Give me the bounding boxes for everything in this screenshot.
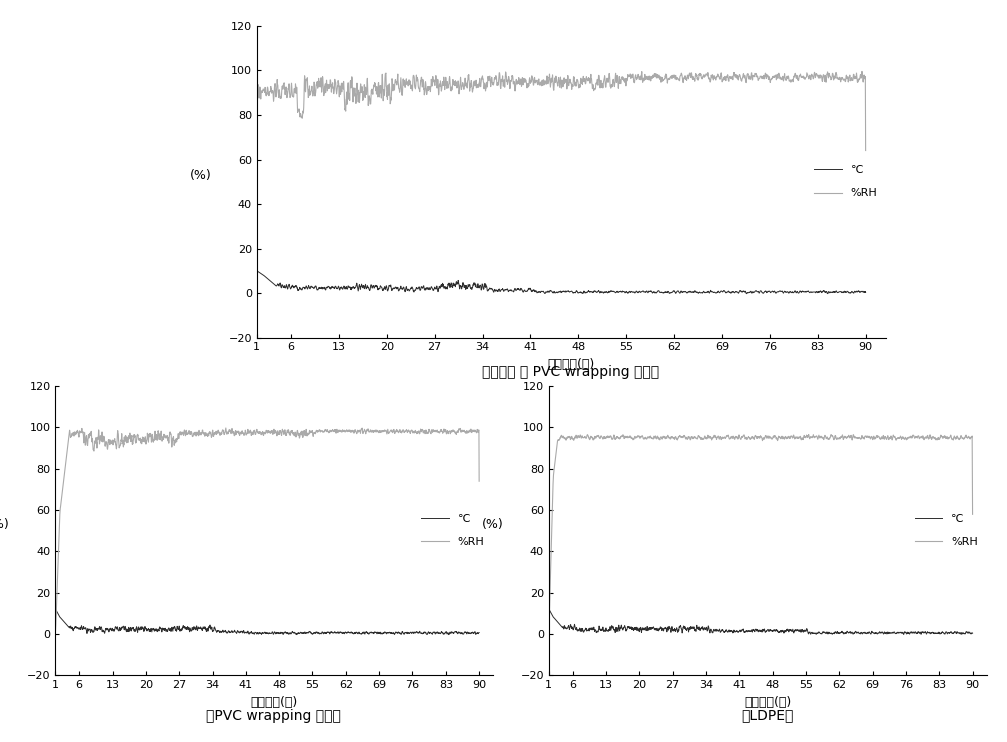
- %RH: [749, 432, 761, 441]
- %RH: [730, 70, 742, 79]
- ℃: [822, 289, 834, 298]
- %RH: [282, 86, 294, 95]
- ℃: [461, 628, 473, 637]
- ℃: [543, 617, 555, 626]
- ℃: [49, 617, 61, 626]
- %RH: [461, 427, 473, 436]
- ℃: [967, 628, 979, 637]
- %RH: [955, 433, 967, 441]
- X-axis label: 저장기간(일): 저장기간(일): [251, 696, 298, 709]
- ℃: [282, 283, 294, 292]
- Line: %RH: %RH: [257, 71, 866, 160]
- ℃: [49, 605, 61, 614]
- ℃: [955, 628, 967, 637]
- ℃: [955, 629, 967, 638]
- %RH: [473, 477, 485, 486]
- Line: %RH: %RH: [55, 428, 479, 632]
- %RH: [70, 427, 83, 436]
- %RH: [384, 428, 396, 437]
- ℃: [860, 288, 872, 297]
- ℃: [531, 289, 543, 298]
- Legend: ℃, %RH: ℃, %RH: [418, 510, 487, 551]
- Y-axis label: (%): (%): [189, 168, 211, 182]
- Line: ℃: ℃: [257, 271, 866, 294]
- X-axis label: 저장기간(일): 저장기간(일): [548, 358, 595, 371]
- %RH: [967, 510, 979, 519]
- %RH: [856, 67, 868, 76]
- ℃: [256, 629, 268, 638]
- %RH: [256, 429, 268, 438]
- ℃: [738, 628, 750, 637]
- %RH: [531, 76, 543, 85]
- %RH: [860, 146, 872, 155]
- %RH: [547, 75, 559, 84]
- Y-axis label: (%): (%): [481, 517, 504, 531]
- ℃: [252, 266, 264, 275]
- ℃: [843, 288, 855, 297]
- ℃: [565, 620, 577, 629]
- X-axis label: 저장기간(일): 저장기간(일): [744, 696, 792, 709]
- %RH: [461, 426, 473, 435]
- ℃: [877, 628, 889, 637]
- %RH: [955, 433, 967, 442]
- %RH: [877, 433, 889, 442]
- Text: ＜LDPE＞: ＜LDPE＞: [741, 709, 794, 723]
- %RH: [251, 156, 263, 165]
- %RH: [842, 73, 854, 82]
- ℃: [443, 630, 455, 639]
- ℃: [384, 628, 396, 637]
- %RH: [220, 424, 232, 433]
- Legend: ℃, %RH: ℃, %RH: [911, 510, 981, 551]
- ℃: [749, 626, 761, 635]
- ℃: [251, 278, 263, 286]
- ℃: [473, 628, 485, 637]
- Legend: ℃, %RH: ℃, %RH: [811, 162, 880, 202]
- %RH: [543, 625, 555, 634]
- ℃: [842, 288, 854, 297]
- %RH: [564, 435, 576, 444]
- ℃: [730, 287, 742, 296]
- Line: %RH: %RH: [549, 435, 973, 629]
- %RH: [842, 73, 854, 82]
- %RH: [245, 426, 257, 435]
- Text: ＜PVC wrapping 전면＞: ＜PVC wrapping 전면＞: [206, 709, 341, 723]
- %RH: [737, 430, 749, 439]
- %RH: [49, 628, 61, 637]
- Line: ℃: ℃: [549, 610, 973, 634]
- ℃: [461, 629, 473, 638]
- ℃: [245, 628, 257, 637]
- ℃: [71, 623, 84, 632]
- ℃: [547, 289, 559, 298]
- ℃: [897, 630, 909, 639]
- Line: ℃: ℃: [55, 610, 479, 634]
- %RH: [825, 430, 837, 439]
- Y-axis label: (%): (%): [0, 517, 10, 531]
- Text: ＜대조구 및 PVC wrapping 옆면＞: ＜대조구 및 PVC wrapping 옆면＞: [482, 365, 660, 379]
- ℃: [543, 605, 555, 614]
